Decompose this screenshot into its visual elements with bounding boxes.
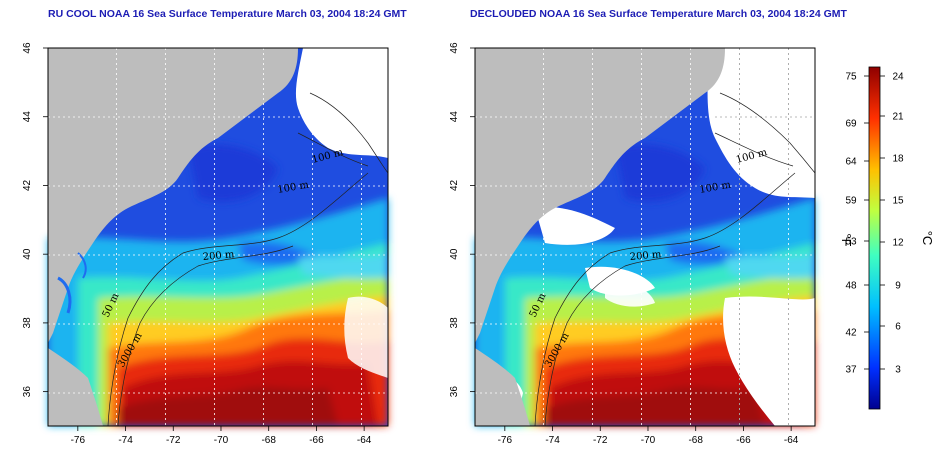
colorbar-gradient xyxy=(868,66,881,410)
lon-tick-label: -66 xyxy=(309,435,324,446)
lon-tick-label: -72 xyxy=(166,435,181,446)
fahrenheit-tick-label: 64 xyxy=(845,157,857,168)
lon-tick-label: -68 xyxy=(688,435,703,446)
celsius-label: °C xyxy=(920,231,935,246)
lat-tick-label: 44 xyxy=(22,111,33,123)
fahrenheit-tick-label: 53 xyxy=(845,237,857,248)
axis-ticks: -76 -74 -72 -70 -68 -66 -64 36 38 40 42 44 46 -76 -74 -… xyxy=(22,42,799,446)
fahrenheit-tick-label: 37 xyxy=(845,365,857,376)
contour-label-200m: 200 m xyxy=(629,249,662,263)
lon-tick-label: -70 xyxy=(641,435,656,446)
map-right: 100 m 100 m 3000 m 200 m 50 m xyxy=(474,47,816,427)
lat-tick-label: 36 xyxy=(22,386,33,398)
celsius-tick-label: 24 xyxy=(892,72,904,83)
lon-tick-label: -76 xyxy=(71,435,86,446)
fahrenheit-label: °F xyxy=(839,233,854,246)
lat-tick-label: 42 xyxy=(449,179,460,191)
lon-tick-label: -72 xyxy=(593,435,608,446)
fahrenheit-tick-label: 48 xyxy=(845,281,857,292)
lon-tick-label: -74 xyxy=(545,435,560,446)
map-left: 100 m 100 m 3000 m 200 m 50 m xyxy=(47,47,389,427)
contour-label-200m: 200 m xyxy=(202,249,235,263)
lon-tick-label: -66 xyxy=(736,435,751,446)
lat-tick-label: 46 xyxy=(22,42,33,54)
lat-tick-label: 38 xyxy=(449,317,460,329)
panel-right-title: DECLOUDED NOAA 16 Sea Surface Temperatur… xyxy=(470,8,847,20)
lon-tick-label: -76 xyxy=(498,435,513,446)
lon-tick-label: -68 xyxy=(261,435,276,446)
fahrenheit-tick-label: 42 xyxy=(845,328,857,339)
celsius-tick-label: 15 xyxy=(892,196,904,207)
lat-tick-label: 38 xyxy=(22,317,33,329)
panel-left-title: RU COOL NOAA 16 Sea Surface Temperature … xyxy=(48,8,407,20)
colorbar: 75 69 64 59 53 48 42 37 24 21 18 15 12 9 6 3 °F °C xyxy=(839,66,935,410)
lat-tick-label: 46 xyxy=(449,42,460,54)
fahrenheit-tick-label: 69 xyxy=(845,119,857,130)
celsius-tick-label: 12 xyxy=(892,238,904,249)
celsius-tick-label: 18 xyxy=(892,154,904,165)
fahrenheit-tick-label: 75 xyxy=(845,72,857,83)
lat-tick-label: 44 xyxy=(449,111,460,123)
lat-tick-label: 40 xyxy=(449,248,460,260)
lon-tick-label: -70 xyxy=(214,435,229,446)
lon-tick-label: -74 xyxy=(118,435,133,446)
celsius-tick-label: 3 xyxy=(895,365,901,376)
lat-tick-label: 40 xyxy=(22,248,33,260)
celsius-tick-label: 9 xyxy=(895,281,901,292)
lon-tick-label: -64 xyxy=(784,435,799,446)
celsius-tick-label: 6 xyxy=(895,322,901,333)
celsius-tick-label: 21 xyxy=(892,112,904,123)
lon-tick-label: -64 xyxy=(357,435,372,446)
fahrenheit-tick-label: 59 xyxy=(845,196,857,207)
lat-tick-label: 42 xyxy=(22,179,33,191)
lat-tick-label: 36 xyxy=(449,386,460,398)
